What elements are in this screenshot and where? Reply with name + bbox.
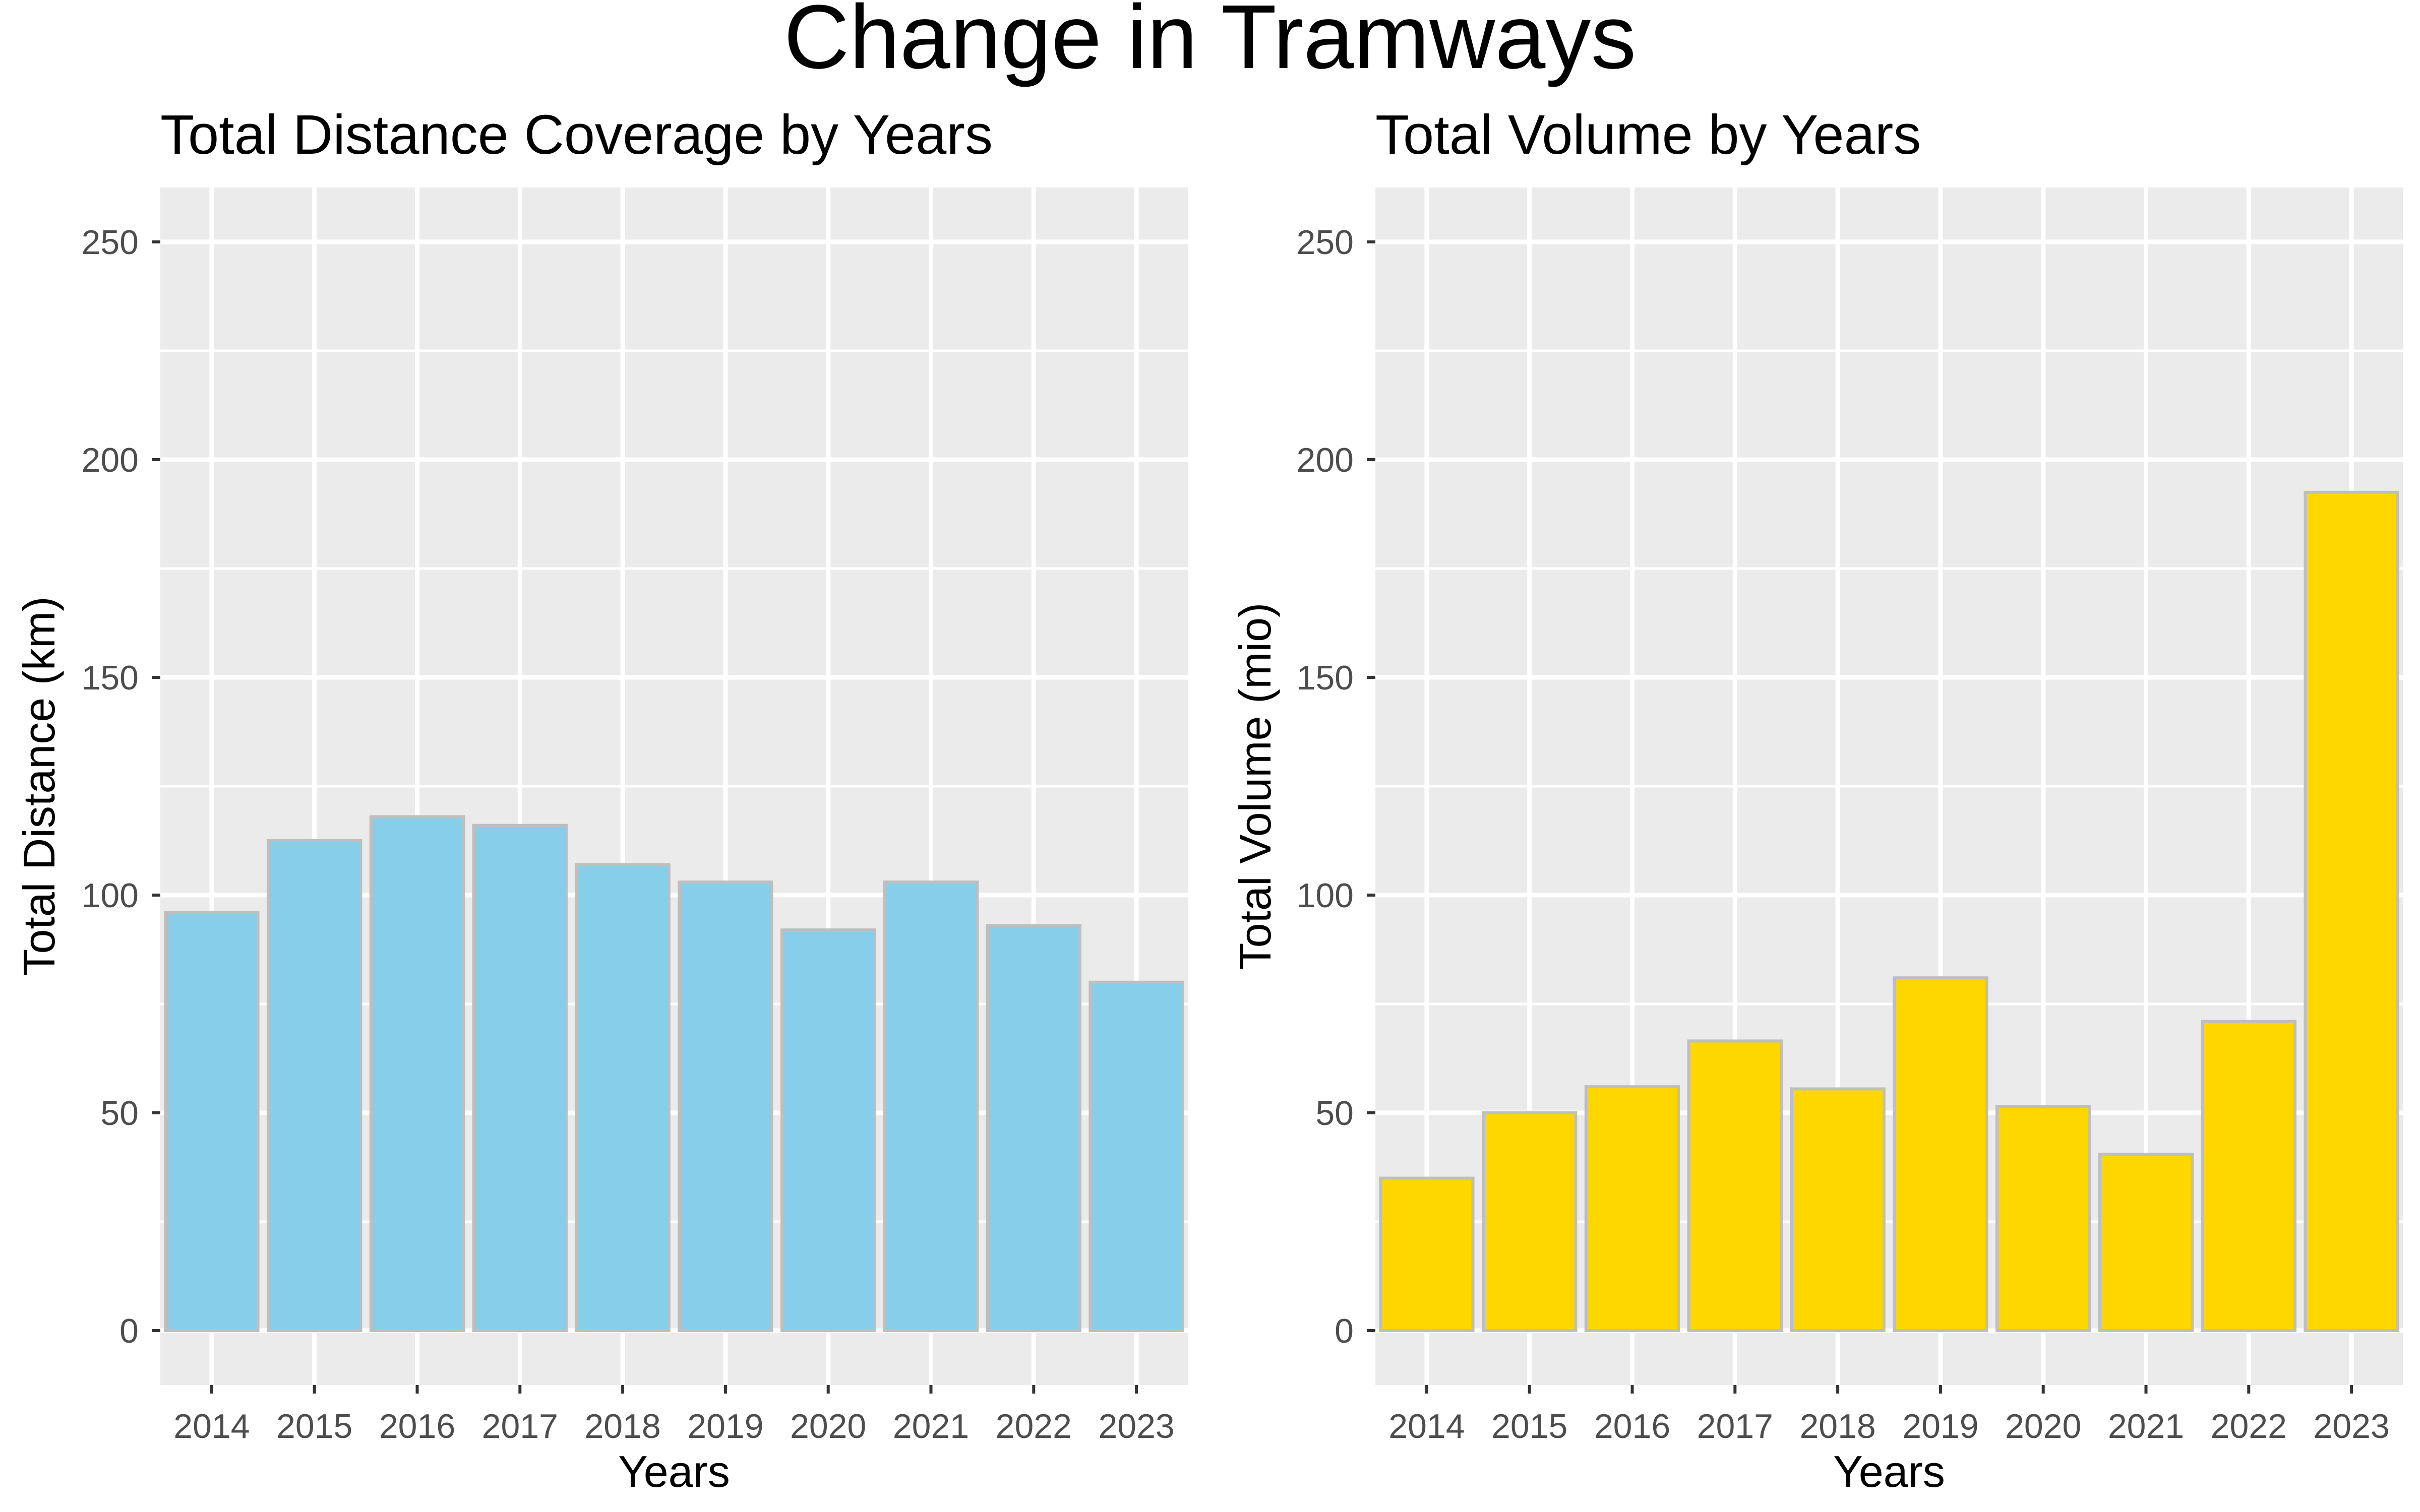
x-tick-label-distance-2020: 2020 [790, 1407, 866, 1445]
bar-distance-2017 [472, 824, 568, 1332]
y-tick-label-distance: 250 [82, 223, 139, 262]
bar-distance-2016 [369, 815, 465, 1332]
y-tick-label-distance: 100 [82, 876, 139, 915]
bar-volume-2020 [1995, 1105, 2091, 1333]
y-tick-label-distance: 200 [82, 441, 139, 479]
x-axis-label-volume: Years [1833, 1446, 1945, 1496]
bar-distance-2015 [266, 839, 362, 1332]
plot-area-distance: 0 50 100 150 200 250 2014 2015 2016 2017 2018 2019 2… [82, 187, 1188, 1445]
bar-volume-2019 [1893, 976, 1988, 1333]
x-tick-label-distance-2014: 2014 [173, 1407, 250, 1445]
x-tick-label-volume-2022: 2022 [2211, 1407, 2287, 1445]
bar-distance-2018 [575, 863, 671, 1332]
x-tick-label-volume-2021: 2021 [2108, 1407, 2184, 1445]
x-tick-label-distance-2016: 2016 [379, 1407, 455, 1445]
x-tick-label-volume-2018: 2018 [1799, 1407, 1876, 1445]
y-tick-label-volume: 100 [1297, 876, 1354, 915]
bar-volume-2017 [1687, 1039, 1783, 1332]
bar-distance-2014 [164, 911, 260, 1333]
bar-distance-2019 [678, 880, 773, 1332]
x-tick-label-distance-2022: 2022 [996, 1407, 1072, 1445]
bar-distance-2021 [883, 880, 979, 1332]
x-tick-label-volume-2016: 2016 [1594, 1407, 1670, 1445]
x-tick-label-distance-2018: 2018 [584, 1407, 660, 1445]
panel-title-volume: Total Volume by Years [1375, 104, 1921, 166]
bar-volume-2016 [1584, 1085, 1680, 1332]
x-tick-label-distance-2021: 2021 [893, 1407, 969, 1445]
bar-distance-2020 [780, 928, 876, 1332]
figure-title: Change in Tramways [784, 0, 1637, 88]
x-tick-label-volume-2015: 2015 [1491, 1407, 1567, 1445]
x-tick-label-distance-2023: 2023 [1098, 1407, 1174, 1445]
y-axis-label-distance: Total Distance (km) [14, 596, 64, 976]
y-tick-label-volume: 150 [1297, 659, 1354, 697]
y-tick-label-volume: 200 [1297, 441, 1354, 479]
bar-volume-2014 [1379, 1176, 1475, 1333]
bar-volume-2022 [2201, 1020, 2297, 1333]
bar-volume-2018 [1790, 1087, 1886, 1332]
bar-volume-2015 [1481, 1111, 1578, 1332]
panel-title-distance: Total Distance Coverage by Years [160, 104, 993, 166]
x-tick-label-volume-2020: 2020 [2005, 1407, 2081, 1445]
x-tick-label-distance-2015: 2015 [276, 1407, 352, 1445]
y-tick-label-distance: 0 [119, 1312, 139, 1350]
x-tick-label-volume-2017: 2017 [1697, 1407, 1773, 1445]
panel-distance: Total Distance Coverage by Years 0 50 100 1… [14, 104, 1188, 1496]
y-tick-label-volume: 250 [1297, 223, 1354, 262]
bar-volume-2021 [2098, 1153, 2194, 1333]
plot-area-volume: 0 50 100 150 200 250 2014 2015 2016 2017 2018 2019 2… [1297, 187, 2403, 1445]
bar-distance-2023 [1088, 980, 1184, 1333]
x-tick-label-distance-2017: 2017 [482, 1407, 558, 1445]
bar-volume-2023 [2304, 490, 2399, 1332]
y-axis-label-volume: Total Volume (mio) [1230, 603, 1280, 970]
x-tick-label-volume-2023: 2023 [2313, 1407, 2389, 1445]
panel-volume: Total Volume by Years 0 50 100 150 200 250 201… [1230, 104, 2403, 1496]
y-tick-label-distance: 50 [100, 1094, 139, 1132]
x-tick-label-distance-2019: 2019 [687, 1407, 763, 1445]
y-tick-label-volume: 50 [1315, 1094, 1354, 1132]
x-tick-label-volume-2014: 2014 [1388, 1407, 1465, 1445]
x-tick-label-volume-2019: 2019 [1902, 1407, 1978, 1445]
y-tick-label-volume: 0 [1335, 1312, 1354, 1350]
x-axis-label-distance: Years [618, 1446, 730, 1496]
y-tick-label-distance: 150 [82, 659, 139, 697]
bar-distance-2022 [986, 924, 1082, 1332]
